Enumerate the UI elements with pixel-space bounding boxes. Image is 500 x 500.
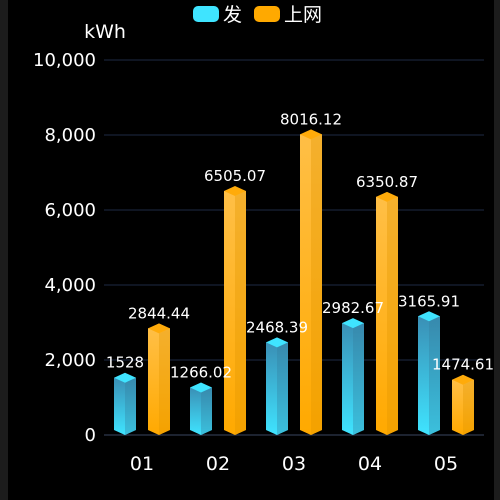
y-axis: 0 2,000 4,000 6,000 8,000 10,000 kWh — [33, 21, 126, 446]
bar-fa-05 — [418, 316, 440, 435]
data-label: 6505.07 — [204, 167, 266, 185]
bar-cap — [190, 382, 212, 393]
data-label: 1528 — [106, 354, 144, 372]
bar-shangwang-01 — [148, 328, 170, 435]
legend[interactable]: 发 上网 — [193, 4, 322, 26]
bar-side-face — [387, 196, 398, 435]
y-axis-unit: kWh — [84, 21, 126, 43]
bar-side-face — [353, 323, 364, 435]
data-label: 8016.12 — [280, 110, 342, 128]
bar-side-face — [429, 316, 440, 435]
bar-side-face — [159, 328, 170, 435]
legend-label: 上网 — [284, 4, 322, 26]
value-labels: 1528 2844.44 1266.02 6505.07 2468.39 8016.12 2… — [106, 110, 494, 381]
bar-cap — [300, 129, 322, 140]
bars — [114, 129, 474, 435]
y-tick-label: 2,000 — [44, 350, 96, 371]
bar-cap — [266, 337, 288, 348]
bar-cap — [224, 186, 246, 197]
y-tick-label: 0 — [85, 425, 96, 446]
y-tick-label: 10,000 — [33, 50, 96, 71]
bar-shangwang-05 — [452, 379, 474, 435]
bar-cap — [452, 374, 474, 385]
x-tick-label: 02 — [206, 453, 230, 475]
bar-fa-04 — [342, 323, 364, 435]
data-label: 2844.44 — [128, 304, 190, 322]
y-tick-label: 6,000 — [44, 200, 96, 221]
bar-shangwang-02 — [224, 191, 246, 435]
bar-shangwang-03 — [300, 134, 322, 435]
x-axis: 01 02 03 04 05 — [130, 453, 458, 475]
y-tick-label: 8,000 — [44, 125, 96, 146]
x-tick-label: 01 — [130, 453, 154, 475]
x-tick-label: 04 — [358, 453, 382, 475]
bar-side-face — [125, 377, 136, 435]
y-tick-label: 4,000 — [44, 275, 96, 296]
bar-side-face — [463, 379, 474, 435]
bar-fa-03 — [266, 342, 288, 435]
bar-shangwang-04 — [376, 196, 398, 435]
bar-side-face — [235, 191, 246, 435]
bar-cap — [114, 372, 136, 383]
x-tick-label: 03 — [282, 453, 306, 475]
data-label: 2468.39 — [246, 318, 308, 336]
data-label: 2982.67 — [322, 299, 384, 317]
legend-item-fa[interactable]: 发 — [193, 4, 242, 26]
legend-label: 发 — [223, 4, 242, 26]
bar-cap — [418, 311, 440, 322]
legend-item-shangwang[interactable]: 上网 — [254, 4, 322, 26]
legend-swatch — [193, 6, 219, 22]
bar-fa-01 — [114, 377, 136, 435]
data-label: 6350.87 — [356, 173, 418, 191]
left-border-strip — [0, 0, 8, 500]
bar-cap — [342, 318, 364, 329]
right-border-strip — [494, 0, 500, 500]
data-label: 3165.91 — [398, 292, 460, 310]
x-tick-label: 05 — [434, 453, 458, 475]
bar-side-face — [277, 342, 288, 435]
bar-side-face — [311, 134, 322, 435]
bar-fa-02 — [190, 387, 212, 435]
bar-cap — [148, 323, 170, 334]
bar-cap — [376, 191, 398, 202]
bar-side-face — [201, 387, 212, 435]
data-label: 1474.61 — [432, 356, 494, 374]
data-label: 1266.02 — [170, 364, 232, 382]
legend-swatch — [254, 6, 280, 22]
